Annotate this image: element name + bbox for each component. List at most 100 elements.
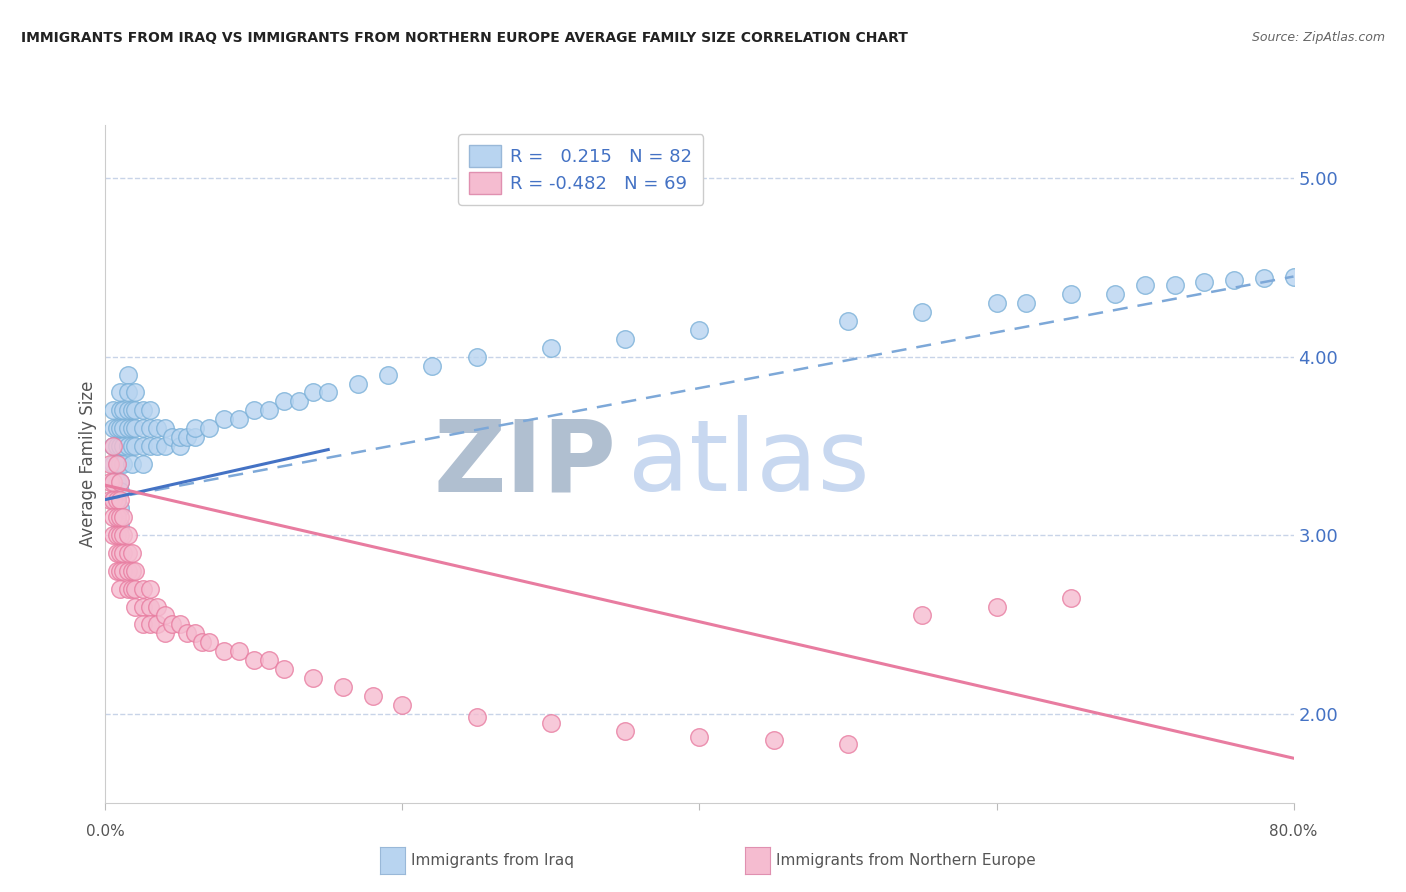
Point (214, 412, 236, 426)
Point (105, 492, 128, 507)
Point (105, 564, 128, 578)
Point (1223, 273, 1246, 287)
Point (110, 519, 132, 533)
Point (540, 715, 562, 730)
Point (391, 698, 413, 712)
Point (105, 421, 128, 435)
Point (273, 662, 295, 676)
Point (110, 475, 132, 489)
Point (124, 564, 146, 578)
Point (837, 737, 859, 751)
Point (121, 564, 143, 578)
Point (762, 733, 785, 747)
Point (105, 528, 128, 542)
Point (101, 475, 124, 489)
Point (117, 528, 139, 542)
Point (101, 439, 124, 453)
Point (465, 710, 488, 724)
Point (689, 730, 711, 744)
Point (110, 403, 132, 417)
Point (139, 582, 162, 596)
Point (169, 617, 191, 632)
Point (101, 475, 124, 489)
Point (110, 528, 132, 542)
Point (153, 421, 176, 435)
Point (273, 394, 295, 409)
Point (153, 626, 176, 640)
Point (121, 439, 143, 453)
Point (162, 617, 184, 632)
Point (176, 430, 198, 444)
Text: ZIP: ZIP (433, 416, 616, 512)
Point (112, 564, 135, 578)
Point (110, 475, 132, 489)
Point (146, 599, 169, 614)
Point (131, 403, 153, 417)
Point (1164, 278, 1187, 293)
Point (117, 403, 139, 417)
Point (121, 582, 143, 596)
Point (1282, 269, 1305, 284)
Text: 0.0%: 0.0% (86, 824, 125, 838)
Point (131, 617, 153, 632)
Point (153, 439, 176, 453)
Point (1015, 296, 1038, 310)
Point (110, 439, 132, 453)
Point (101, 492, 124, 507)
Point (110, 564, 132, 578)
Point (110, 483, 132, 498)
Point (1060, 287, 1083, 301)
Point (257, 653, 280, 667)
Point (101, 528, 124, 542)
Point (105, 457, 128, 471)
Point (112, 546, 135, 560)
Point (112, 510, 135, 524)
Point (153, 608, 176, 623)
Point (124, 439, 146, 453)
Point (986, 599, 1008, 614)
Point (98, 457, 121, 471)
Point (105, 475, 128, 489)
Point (1194, 275, 1216, 289)
Point (377, 368, 399, 382)
Point (124, 385, 146, 400)
Point (117, 385, 139, 400)
Point (101, 457, 124, 471)
Point (101, 439, 124, 453)
Point (146, 421, 169, 435)
Point (121, 546, 143, 560)
Point (146, 617, 169, 632)
Point (911, 305, 934, 319)
Point (98, 475, 121, 489)
Point (105, 510, 128, 524)
Text: IMMIGRANTS FROM IRAQ VS IMMIGRANTS FROM NORTHERN EUROPE AVERAGE FAMILY SIZE CORR: IMMIGRANTS FROM IRAQ VS IMMIGRANTS FROM … (21, 31, 908, 45)
Point (198, 421, 221, 435)
Point (287, 394, 309, 409)
Point (1104, 287, 1126, 301)
Point (139, 421, 162, 435)
Point (228, 644, 250, 658)
Point (214, 644, 236, 658)
Point (117, 546, 139, 560)
Point (112, 528, 135, 542)
Point (465, 350, 488, 364)
Point (117, 421, 139, 435)
Point (110, 421, 132, 435)
Point (105, 457, 128, 471)
Point (139, 617, 162, 632)
Point (121, 457, 143, 471)
Point (183, 626, 205, 640)
Point (101, 492, 124, 507)
Point (332, 680, 354, 694)
Point (139, 599, 162, 614)
Point (131, 582, 153, 596)
Point (1060, 591, 1083, 605)
Point (110, 492, 132, 507)
Point (986, 296, 1008, 310)
Point (105, 546, 128, 560)
Point (101, 510, 124, 524)
Point (316, 385, 339, 400)
Point (146, 439, 169, 453)
Point (112, 421, 135, 435)
Point (124, 582, 146, 596)
